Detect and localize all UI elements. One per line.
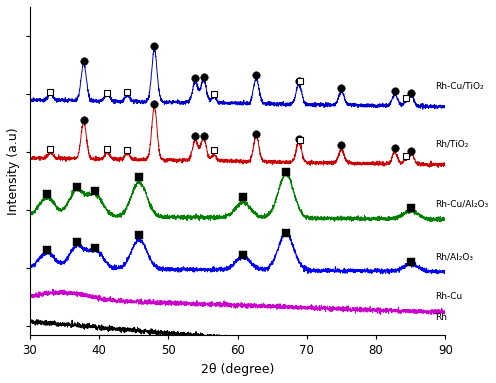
Text: Rh/TiO₂: Rh/TiO₂: [435, 139, 468, 149]
Text: Rh-Cu/TiO₂: Rh-Cu/TiO₂: [435, 82, 484, 90]
X-axis label: 2θ (degree): 2θ (degree): [201, 363, 274, 376]
Text: Rh/Al₂O₃: Rh/Al₂O₃: [435, 252, 473, 261]
Text: Rh: Rh: [435, 313, 447, 322]
Text: Rh-Cu: Rh-Cu: [435, 291, 462, 301]
Text: Rh-Cu/Al₂O₃: Rh-Cu/Al₂O₃: [435, 200, 488, 209]
Y-axis label: Intensity (a.u): Intensity (a.u): [7, 128, 20, 215]
